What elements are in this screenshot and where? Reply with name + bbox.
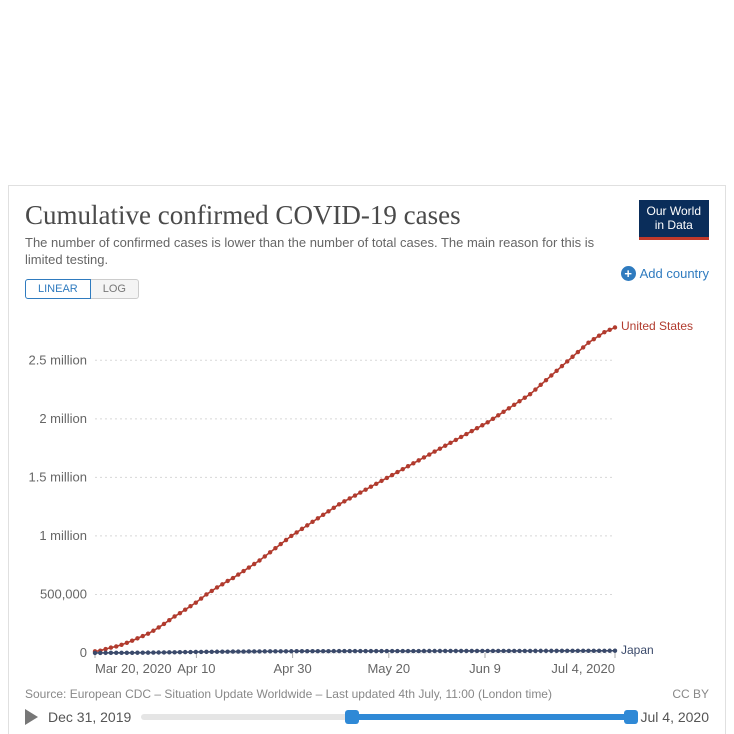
add-country-button[interactable]: + Add country: [621, 266, 709, 281]
svg-text:Mar 20, 2020: Mar 20, 2020: [95, 661, 172, 676]
svg-text:Jun 9: Jun 9: [469, 661, 501, 676]
logo-line-2: in Data: [655, 218, 693, 232]
series-label-japan[interactable]: Japan: [621, 643, 654, 657]
timeline-end-label: Jul 4, 2020: [641, 709, 710, 725]
chart-svg: 0 500,000 1 million 1.5 million 2 million 2.5…: [25, 311, 709, 681]
add-country-label: Add country: [640, 266, 709, 281]
license-text[interactable]: CC BY: [672, 687, 709, 701]
svg-text:1.5 million: 1.5 million: [28, 469, 87, 484]
svg-text:May 20: May 20: [367, 661, 410, 676]
svg-text:2 million: 2 million: [39, 411, 87, 426]
svg-text:500,000: 500,000: [40, 586, 87, 601]
linear-button[interactable]: LINEAR: [25, 279, 91, 299]
svg-text:2.5 million: 2.5 million: [28, 352, 87, 367]
series-label-united-states[interactable]: United States: [621, 319, 693, 333]
log-button[interactable]: LOG: [90, 279, 139, 299]
svg-text:Apr 10: Apr 10: [177, 661, 215, 676]
svg-text:0: 0: [80, 645, 87, 660]
play-icon[interactable]: [25, 709, 38, 725]
header: Cumulative confirmed COVID-19 cases The …: [25, 200, 709, 299]
owid-logo[interactable]: Our World in Data: [639, 200, 709, 240]
logo-line-1: Our World: [647, 204, 701, 218]
chart-area: 0 500,000 1 million 1.5 million 2 million 2.5…: [25, 311, 709, 681]
source-text: Source: European CDC – Situation Update …: [25, 687, 552, 701]
plus-icon: +: [621, 266, 636, 281]
timeline-track[interactable]: [141, 714, 630, 720]
timeline-handle-start[interactable]: [345, 710, 359, 724]
timeline-fill: [352, 714, 631, 720]
chart-subtitle: The number of confirmed cases is lower t…: [25, 235, 615, 269]
chart-title: Cumulative confirmed COVID-19 cases: [25, 200, 709, 231]
scale-toggle: LINEAR LOG: [25, 279, 139, 299]
chart-panel: Cumulative confirmed COVID-19 cases The …: [8, 185, 726, 734]
svg-text:1 million: 1 million: [39, 528, 87, 543]
svg-text:Jul 4, 2020: Jul 4, 2020: [551, 661, 615, 676]
timeline: Dec 31, 2019 Jul 4, 2020: [25, 709, 709, 725]
svg-text:Apr 30: Apr 30: [273, 661, 311, 676]
source-row: Source: European CDC – Situation Update …: [25, 687, 709, 701]
timeline-handle-end[interactable]: [624, 710, 638, 724]
timeline-start-label: Dec 31, 2019: [48, 709, 131, 725]
